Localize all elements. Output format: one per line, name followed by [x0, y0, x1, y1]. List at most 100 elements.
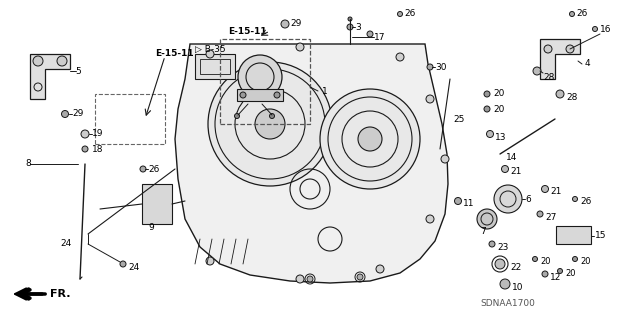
Circle shape [206, 257, 214, 265]
Circle shape [269, 114, 275, 118]
Circle shape [320, 89, 420, 189]
Circle shape [542, 271, 548, 277]
Text: 9: 9 [148, 222, 154, 232]
Text: 27: 27 [545, 212, 556, 221]
Circle shape [557, 269, 563, 273]
Text: 13: 13 [495, 132, 506, 142]
Circle shape [81, 130, 89, 138]
Circle shape [296, 275, 304, 283]
Circle shape [348, 17, 352, 21]
Circle shape [486, 130, 493, 137]
Text: 20: 20 [580, 257, 591, 266]
Text: 26: 26 [576, 10, 588, 19]
Text: 8: 8 [25, 160, 31, 168]
FancyArrowPatch shape [22, 290, 42, 298]
Circle shape [274, 92, 280, 98]
Bar [237, 89, 283, 101]
Circle shape [376, 265, 384, 273]
Text: 16: 16 [600, 25, 611, 33]
Text: 14: 14 [506, 152, 517, 161]
Circle shape [367, 31, 373, 37]
Circle shape [426, 95, 434, 103]
Circle shape [500, 279, 510, 289]
Bar [200, 59, 230, 74]
Circle shape [57, 56, 67, 66]
Text: 17: 17 [374, 33, 385, 41]
Bar [195, 54, 235, 79]
Text: 10: 10 [512, 283, 524, 292]
Circle shape [281, 20, 289, 28]
Bar [556, 226, 591, 244]
Text: 24: 24 [128, 263, 140, 271]
Text: FR.: FR. [50, 289, 70, 299]
Circle shape [234, 114, 239, 118]
Text: 4: 4 [585, 60, 591, 69]
Circle shape [396, 53, 404, 61]
Circle shape [82, 146, 88, 152]
Circle shape [570, 11, 575, 17]
Circle shape [495, 259, 505, 269]
Bar [142, 184, 172, 224]
PathPatch shape [175, 44, 448, 283]
Text: 28: 28 [543, 72, 554, 81]
Text: E-15-11: E-15-11 [155, 49, 194, 58]
PathPatch shape [540, 39, 580, 79]
Circle shape [484, 91, 490, 97]
Circle shape [255, 109, 285, 139]
Text: 26: 26 [580, 197, 591, 206]
Circle shape [426, 215, 434, 223]
Text: 29: 29 [290, 19, 301, 28]
Circle shape [566, 45, 574, 53]
Circle shape [556, 90, 564, 98]
Circle shape [494, 185, 522, 213]
Text: 12: 12 [550, 272, 561, 281]
Circle shape [206, 50, 214, 58]
Circle shape [61, 110, 68, 117]
Text: 20: 20 [493, 90, 504, 99]
Circle shape [357, 274, 363, 280]
Text: 7: 7 [480, 226, 486, 235]
Text: 21: 21 [550, 188, 561, 197]
Circle shape [533, 67, 541, 75]
Circle shape [140, 166, 146, 172]
Text: 21: 21 [510, 167, 522, 176]
Text: 30: 30 [435, 63, 447, 71]
Circle shape [573, 197, 577, 202]
Circle shape [238, 55, 282, 99]
Text: 20: 20 [493, 105, 504, 114]
Circle shape [307, 276, 313, 282]
Text: 5: 5 [75, 66, 81, 76]
Circle shape [441, 155, 449, 163]
Text: 3: 3 [355, 23, 361, 32]
Circle shape [541, 186, 548, 192]
Circle shape [477, 209, 497, 229]
PathPatch shape [30, 54, 70, 99]
Text: 26: 26 [148, 165, 159, 174]
Bar [220, 39, 310, 124]
Text: 23: 23 [497, 242, 508, 251]
Circle shape [208, 62, 332, 186]
Text: 6: 6 [525, 195, 531, 204]
Text: 28: 28 [566, 93, 577, 101]
Text: SDNAA1700: SDNAA1700 [480, 300, 535, 308]
Text: 24: 24 [60, 240, 71, 249]
Circle shape [397, 11, 403, 17]
Text: 20: 20 [565, 270, 575, 278]
Text: 11: 11 [463, 199, 474, 209]
Circle shape [427, 64, 433, 70]
Text: 20: 20 [540, 257, 550, 266]
Text: 25: 25 [453, 115, 465, 123]
Circle shape [347, 24, 353, 30]
Circle shape [532, 256, 538, 262]
Circle shape [358, 127, 382, 151]
Circle shape [240, 92, 246, 98]
Circle shape [593, 26, 598, 32]
Bar [95, 94, 165, 144]
Text: 22: 22 [510, 263, 521, 271]
Text: 15: 15 [595, 232, 607, 241]
Circle shape [484, 106, 490, 112]
Text: 26: 26 [404, 10, 415, 19]
Text: 18: 18 [92, 145, 104, 153]
Text: 29: 29 [72, 109, 83, 118]
Circle shape [502, 166, 509, 173]
